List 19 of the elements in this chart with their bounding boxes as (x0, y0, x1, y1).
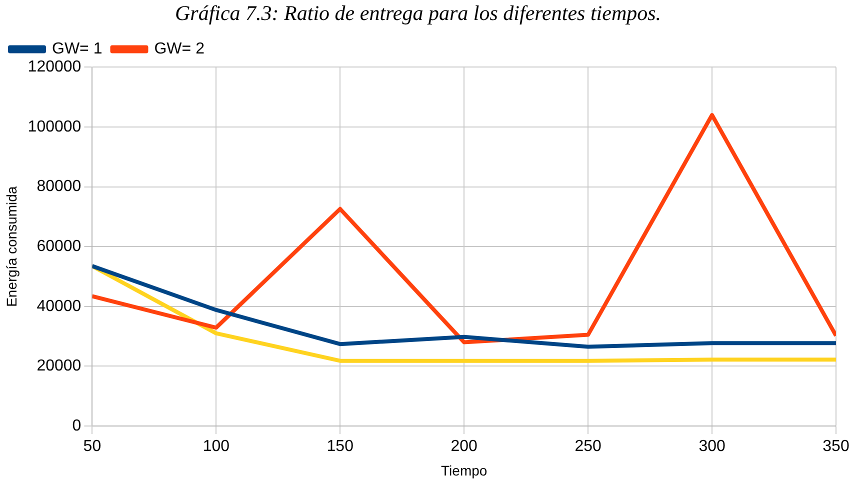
legend-label: GW= 1 (52, 40, 102, 58)
y-tick-label: 80000 (36, 178, 82, 196)
y-axis-title: Energía consumida (3, 186, 20, 307)
x-tick-label: 200 (450, 438, 478, 456)
x-tick-label: 50 (83, 438, 102, 456)
chart-title: Gráfica 7.3: Ratio de entrega para los diferentes tiempos. (174, 1, 662, 26)
x-axis-title: Tiempo (441, 462, 488, 478)
y-tick-label: 20000 (36, 358, 82, 375)
x-tick-label: 250 (574, 438, 602, 456)
y-tick-label: 60000 (36, 238, 82, 256)
x-tick-label: 350 (822, 438, 850, 456)
legend-label: GW= 2 (154, 40, 205, 58)
y-tick-label: 40000 (36, 298, 82, 315)
y-tick-label: 100000 (28, 118, 82, 136)
y-tick-label: 120000 (28, 58, 82, 76)
x-tick-label: 100 (202, 438, 230, 456)
y-tick-label: 0 (72, 417, 82, 434)
x-tick-label: 150 (326, 438, 354, 456)
x-tick-label: 300 (698, 438, 726, 456)
